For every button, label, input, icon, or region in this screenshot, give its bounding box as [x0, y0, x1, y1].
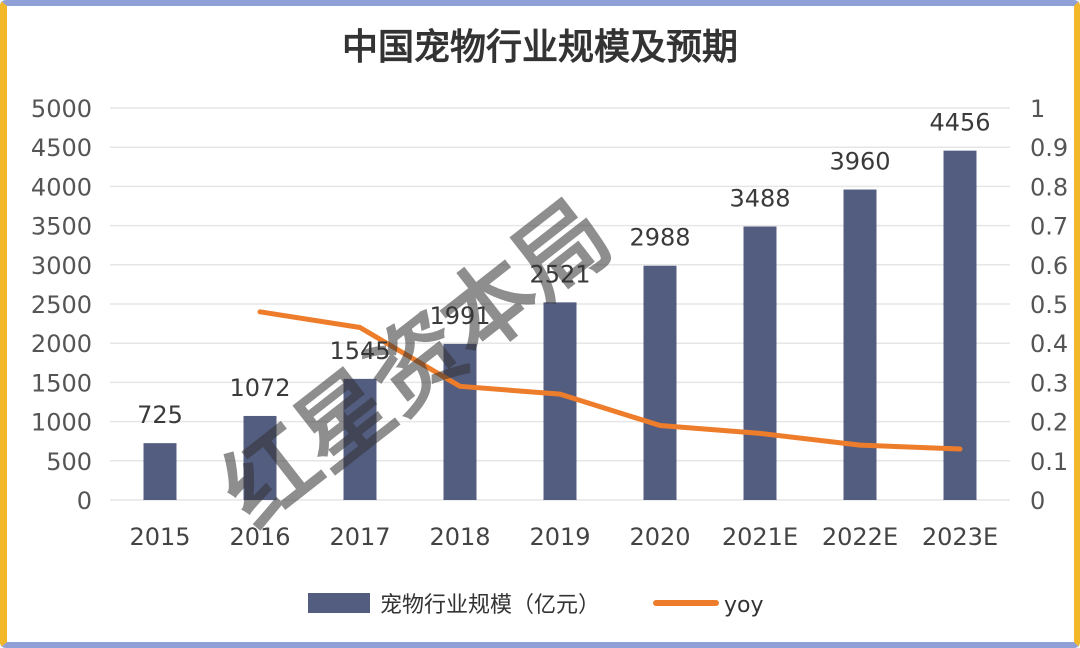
y-right-tick-label: 0.7: [1030, 213, 1068, 241]
bar-data-label: 3488: [729, 185, 790, 213]
y-right-tick-label: 0.2: [1030, 409, 1068, 437]
y-right-tick-label: 0.8: [1030, 173, 1068, 201]
bar-data-label: 1991: [429, 302, 490, 330]
x-tick-label: 2019: [529, 523, 590, 551]
bar-data-label: 1545: [329, 337, 390, 365]
x-tick-label: 2020: [629, 523, 690, 551]
bar: [943, 150, 977, 500]
y-left-tick-label: 3500: [31, 213, 92, 241]
bar: [843, 189, 877, 500]
y-left-tick-label: 1500: [31, 369, 92, 397]
bar-data-label: 2521: [529, 260, 590, 288]
y-left-tick-label: 4000: [31, 173, 92, 201]
bar: [443, 343, 477, 500]
x-tick-label: 2021E: [722, 523, 798, 551]
bar: [143, 443, 177, 500]
y-right-tick-label: 1: [1030, 95, 1045, 123]
y-right-tick-label: 0.3: [1030, 369, 1068, 397]
y-right-tick-label: 0.6: [1030, 252, 1068, 280]
y-right-tick-label: 0.5: [1030, 291, 1068, 319]
bar-data-label: 4456: [929, 109, 990, 137]
bar-data-label: 2988: [629, 224, 690, 252]
x-tick-label: 2017: [329, 523, 390, 551]
y-left-tick-label: 1000: [31, 409, 92, 437]
x-tick-label: 2018: [429, 523, 490, 551]
y-left-tick-label: 3000: [31, 252, 92, 280]
x-tick-label: 2022E: [822, 523, 898, 551]
y-right-tick-label: 0.1: [1030, 448, 1068, 476]
y-left-tick-label: 2500: [31, 291, 92, 319]
chart-title: 中国宠物行业规模及预期: [341, 27, 738, 68]
legend-bar-swatch: [308, 593, 370, 613]
y-left-tick-label: 4500: [31, 134, 92, 162]
y-left-tick-label: 2000: [31, 330, 92, 358]
bar: [743, 226, 777, 500]
y-right-tick-label: 0: [1030, 487, 1045, 515]
yoy-line: [257, 309, 963, 452]
bar-data-label: 3960: [829, 148, 890, 176]
legend: 宠物行业规模（亿元） yoy: [308, 593, 764, 618]
bar: [343, 378, 377, 500]
y-right-tick-label: 0.4: [1030, 330, 1068, 358]
x-tick-label: 2016: [229, 523, 290, 551]
x-tick-label: 2023E: [922, 523, 998, 551]
bar-data-label: 725: [137, 401, 183, 429]
y-left-tick-label: 500: [46, 448, 92, 476]
legend-bar-label: 宠物行业规模（亿元）: [380, 593, 600, 618]
legend-line-label: yoy: [724, 593, 764, 618]
y-right-tick-label: 0.9: [1030, 134, 1068, 162]
bar: [243, 415, 277, 500]
bar: [543, 302, 577, 500]
bar: [643, 265, 677, 500]
x-tick-label: 2015: [129, 523, 190, 551]
y-left-tick-label: 0: [77, 487, 92, 515]
bar-data-label: 1072: [229, 374, 290, 402]
y-left-tick-label: 5000: [31, 95, 92, 123]
